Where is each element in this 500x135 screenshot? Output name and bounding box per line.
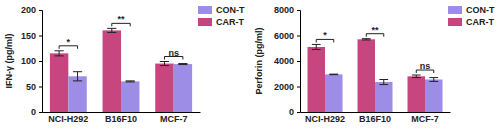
tick-label: NCI-H292 <box>48 114 88 124</box>
bar <box>308 47 326 112</box>
plot-area <box>50 28 192 112</box>
x-axis: NCI-H292 B16F10 MCF-7 <box>43 112 201 124</box>
tick-mark <box>39 36 42 37</box>
tick: 100 <box>21 56 42 66</box>
error-bar <box>412 75 421 78</box>
bar <box>174 64 192 112</box>
error-bar <box>55 51 64 56</box>
error-bar <box>160 62 169 66</box>
tick-mark <box>297 61 300 62</box>
annotation: * <box>323 30 327 40</box>
y-axis: 0 2000 4000 6000 8000 <box>274 5 301 117</box>
y-axis: 0 50 100 150 200 <box>21 5 43 117</box>
tick: 150 <box>21 31 42 41</box>
chart-panel: 0 2000 4000 6000 8000 NCI-H292 B16F10 MCF-7 Perf… <box>254 5 495 124</box>
annotation: ** <box>117 14 125 24</box>
legend-label: CAR-T <box>216 17 244 27</box>
tick: 2000 <box>274 82 300 92</box>
tick: 4000 <box>274 56 300 66</box>
bar <box>68 76 86 112</box>
tick: B16F10 <box>359 112 391 124</box>
axis-line <box>297 11 301 113</box>
tick-label: MCF-7 <box>411 114 439 124</box>
bar <box>325 74 343 112</box>
annotation: ns <box>420 61 431 71</box>
tick: 50 <box>26 82 42 92</box>
tick-label: 0 <box>31 107 36 117</box>
tick-label: B16F10 <box>105 114 137 124</box>
axis-line <box>43 112 201 113</box>
tick-label: 2000 <box>274 82 294 92</box>
tick-mark <box>39 87 42 88</box>
tick: MCF-7 <box>160 112 188 124</box>
legend-swatch <box>448 6 462 14</box>
bar <box>408 76 426 112</box>
bar <box>121 81 139 112</box>
bar <box>425 79 443 112</box>
y-axis-title: IFN-γ (pg/ml) <box>4 34 14 89</box>
bar <box>50 53 68 112</box>
axis-line <box>301 112 451 113</box>
legend-label: CON-T <box>216 5 245 15</box>
tick-mark <box>297 10 300 11</box>
error-bar <box>107 28 116 32</box>
annotation: ns <box>168 48 179 58</box>
axis-line <box>39 11 43 113</box>
tick-mark <box>39 10 42 11</box>
tick: 0 <box>289 107 300 117</box>
legend: CON-T CAR-T <box>198 5 245 27</box>
bar <box>358 39 376 112</box>
tick: NCI-H292 <box>305 112 345 124</box>
legend-swatch <box>198 6 212 14</box>
tick-label: 6000 <box>274 31 294 41</box>
error-bar <box>329 74 338 76</box>
tick-label: NCI-H292 <box>305 114 345 124</box>
bar <box>155 64 173 112</box>
legend-label: CAR-T <box>466 17 494 27</box>
tick: 8000 <box>274 5 300 15</box>
legend-swatch <box>448 18 462 26</box>
tick-label: 50 <box>26 82 36 92</box>
bar <box>375 82 393 112</box>
error-bar <box>312 44 321 49</box>
tick: NCI-H292 <box>48 112 88 124</box>
tick-label: MCF-7 <box>160 114 188 124</box>
tick: B16F10 <box>105 112 137 124</box>
x-axis: NCI-H292 B16F10 MCF-7 <box>301 112 451 124</box>
tick-mark <box>39 61 42 62</box>
tick-label: 200 <box>21 5 36 15</box>
tick: 6000 <box>274 31 300 41</box>
tick-mark <box>297 36 300 37</box>
error-bar <box>73 72 82 81</box>
tick-label: 0 <box>289 107 294 117</box>
bar <box>103 30 121 112</box>
tick: 0 <box>31 107 42 117</box>
plot-area <box>308 39 443 112</box>
y-axis-title: Perforin (pg/ml) <box>254 27 264 94</box>
legend-swatch <box>198 18 212 26</box>
tick-mark <box>297 87 300 88</box>
tick-label: 150 <box>21 31 36 41</box>
tick-label: 100 <box>21 56 36 66</box>
error-bar <box>429 78 438 82</box>
figure: 0 50 100 150 200 NCI-H292 B16F10 MCF-7 IFN-γ (pg… <box>0 0 500 135</box>
error-bar <box>379 79 388 84</box>
error-bar <box>126 81 135 82</box>
legend: CON-T CAR-T <box>448 5 495 27</box>
tick-mark <box>39 112 42 113</box>
annotation: ** <box>371 25 379 35</box>
error-bar <box>362 39 371 40</box>
chart-panel: 0 50 100 150 200 NCI-H292 B16F10 MCF-7 IFN-γ (pg… <box>4 5 245 124</box>
tick-label: 4000 <box>274 56 294 66</box>
legend-label: CON-T <box>466 5 495 15</box>
tick-label: B16F10 <box>359 114 391 124</box>
tick-mark <box>297 112 300 113</box>
tick-label: 8000 <box>274 5 294 15</box>
annotation: * <box>67 37 71 47</box>
tick: MCF-7 <box>411 112 439 124</box>
tick: 200 <box>21 5 42 15</box>
error-bar <box>178 64 187 65</box>
